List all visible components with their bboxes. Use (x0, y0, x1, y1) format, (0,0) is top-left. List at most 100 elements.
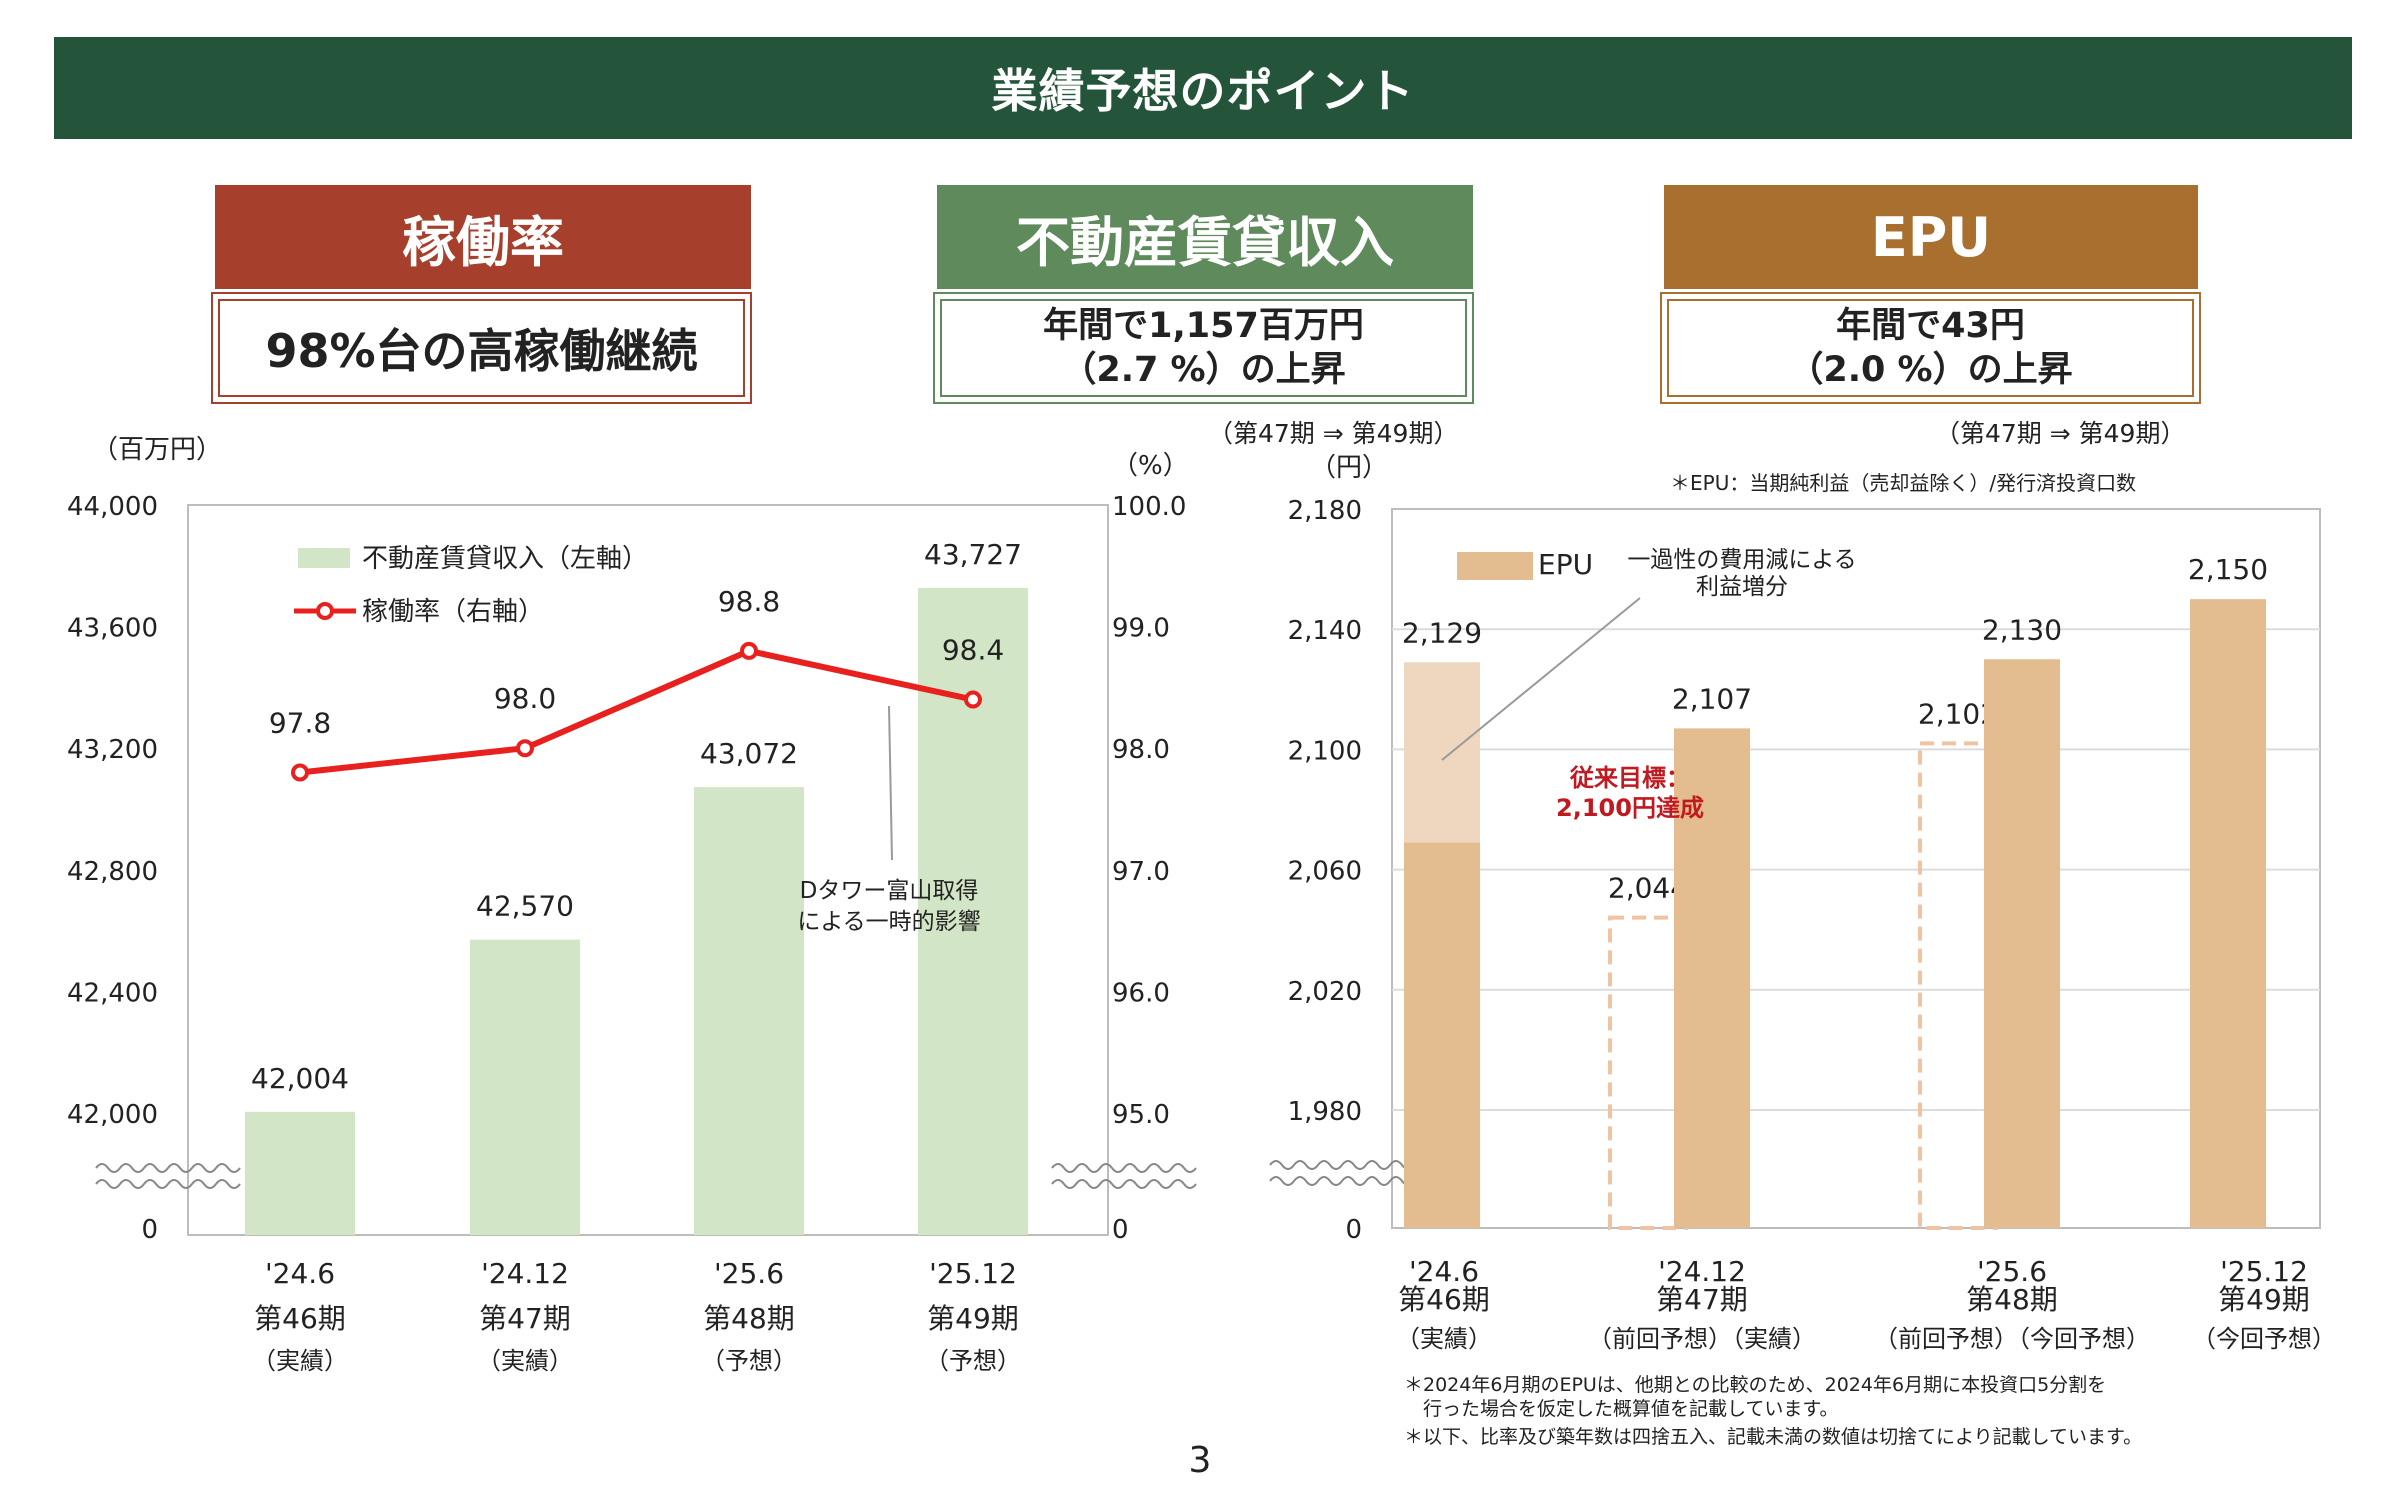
summary-line: 年間で1,157百万円 (1043, 306, 1364, 346)
x-period-label: 第47期 (479, 1302, 571, 1335)
x-note-label: （前回予想）（実績） (1588, 1325, 1816, 1353)
bar-rental-income (470, 939, 580, 1235)
line-marker (740, 641, 758, 660)
card-summary-occupancy: 98%台の高稼働継続 (211, 292, 752, 404)
summary-line: （2.0 %）の上昇 (1788, 350, 2073, 390)
x-category-label: '25.12 (929, 1257, 1017, 1290)
annotation-text: による一時的影響 (797, 909, 980, 935)
x-period-label: 第46期 (254, 1302, 346, 1335)
line-data-label: 98.4 (942, 634, 1004, 667)
line-data-label: 98.8 (718, 585, 780, 618)
line-data-label: 98.0 (494, 682, 556, 715)
card-summary-epu: 年間で43円 （2.0 %）の上昇 (1660, 292, 2201, 404)
bar-data-label: 42,570 (476, 890, 574, 923)
y-tick-label: 0 (141, 1215, 158, 1245)
y2-tick-label: 0 (1112, 1215, 1129, 1245)
y-tick-label: 44,000 (67, 492, 158, 522)
chart-rental-occupancy: 0 42,000 42,400 42,800 43,200 43,600 44,000 0 95… (67, 435, 1197, 1375)
x-note-label: （予想） (701, 1347, 797, 1375)
y2-tick-label: 100.0 (1112, 492, 1186, 522)
card-header-label: 不動産賃貸収入 (1016, 210, 1394, 274)
y-tick-label: 2,140 (1288, 616, 1362, 646)
plot-area-frame (187, 504, 1109, 1236)
card-summary-rental-income: 年間で1,157百万円 （2.7 %）の上昇 (933, 292, 1474, 404)
axis-break-left (95, 1163, 241, 1173)
x-category-label: '25.12 (2220, 1255, 2308, 1288)
x-note-label: （実績） (252, 1347, 348, 1375)
y-tick-label: 43,200 (67, 735, 158, 765)
y-tick-label: 43,600 (67, 614, 158, 644)
target-text: 従来目標： (1569, 764, 1690, 792)
legend-swatch-bar (298, 548, 350, 568)
bar-data-label: 42,004 (251, 1062, 349, 1095)
page-number: 3 (1188, 1440, 1212, 1481)
callout-leader-line (1441, 597, 1641, 761)
legend-label-line: 稼働率（右軸） (362, 597, 544, 627)
callout-text: 一過性の費用減による (1627, 547, 1856, 573)
y2-tick-label: 95.0 (1112, 1100, 1170, 1130)
bar-epu (1984, 659, 2060, 1228)
bar-data-label: 2,107 (1672, 682, 1752, 715)
y-tick-label: 42,800 (67, 857, 158, 887)
axis-break-left (1269, 1160, 1415, 1170)
x-note-label: （予想） (925, 1347, 1021, 1375)
footnote-3: ＊以下、比率及び築年数は四捨五入、記載未満の数値は切捨てにより記載しています。 (1404, 1426, 2143, 1448)
legend-label-bar: 不動産賃貸収入（左軸） (362, 544, 648, 574)
y-tick-label: 2,060 (1288, 857, 1362, 887)
axis-break-right (1051, 1179, 1197, 1189)
definition-note: ＊EPU：当期純利益（売却益除く）/発行済投資口数 (1670, 471, 2136, 495)
annotation-leader-line (888, 705, 893, 861)
legend-label-epu: EPU (1538, 548, 1593, 581)
card-header-rental-income: 不動産賃貸収入 (937, 185, 1473, 289)
summary-line: （2.7 %）の上昇 (1061, 350, 1346, 390)
y-tick-label: 1,980 (1288, 1097, 1362, 1127)
bar-data-label: 43,072 (700, 737, 798, 770)
footnote-2: 行った場合を仮定した概算値を記載しています。 (1404, 1398, 1839, 1420)
bar-epu-one-off-portion (1404, 662, 1480, 843)
x-note-label: （実績） (477, 1347, 573, 1375)
card-header-occupancy: 稼働率 (215, 185, 751, 289)
legend-swatch-marker (316, 602, 334, 620)
x-note-label: （前回予想）（今回予想） (1874, 1325, 2150, 1353)
x-period-label: 第46期 (1398, 1283, 1490, 1316)
bar-data-label: 2,130 (1982, 613, 2062, 646)
bar-data-label: 2,150 (2188, 553, 2268, 586)
card-header-epu: EPU (1664, 185, 2198, 289)
y-tick-label: 42,400 (67, 978, 158, 1008)
bar-epu (1674, 728, 1750, 1228)
bar-rental-income (245, 1111, 355, 1235)
bar-rental-income (694, 787, 804, 1235)
line-marker (291, 763, 309, 782)
line-marker (516, 739, 534, 758)
x-category-label: '24.12 (1658, 1255, 1746, 1288)
summary-line: 98%台の高稼働継続 (265, 324, 698, 378)
page-banner: 業績予想のポイント (54, 37, 2352, 139)
y-tick-label: 2,180 (1288, 496, 1362, 526)
plot-area-frame (1391, 508, 2321, 1229)
x-category-label: '25.6 (714, 1257, 784, 1290)
y2-tick-label: 98.0 (1112, 735, 1170, 765)
bar-epu-base (1404, 842, 1480, 1228)
axis-break-left (95, 1179, 241, 1189)
card-header-label: EPU (1870, 205, 1992, 269)
y2-tick-label: 96.0 (1112, 978, 1170, 1008)
x-note-label: （実績） (1396, 1325, 1492, 1353)
annotation-text: Dタワー富山取得 (800, 878, 979, 904)
y-axis-unit: （百万円） (92, 435, 222, 465)
y-tick-label: 2,020 (1288, 977, 1362, 1007)
axis-break-right (1051, 1163, 1197, 1173)
x-category-label: '24.12 (481, 1257, 569, 1290)
x-note-label: （今回予想） (2192, 1325, 2336, 1353)
period-note-rental: （第47期 ⇒ 第49期） (1208, 419, 1459, 448)
x-category-label: '24.6 (265, 1257, 335, 1290)
y-tick-label: 0 (1345, 1215, 1362, 1245)
x-category-label: '25.6 (1977, 1255, 2047, 1288)
axis-break-left (1269, 1176, 1415, 1186)
bar-data-label: 2,129 (1402, 616, 1482, 649)
x-period-label: 第47期 (1656, 1283, 1748, 1316)
x-period-label: 第49期 (2218, 1283, 2310, 1316)
card-header-label: 稼働率 (402, 210, 564, 274)
banner-title: 業績予想のポイント (991, 64, 1415, 118)
summary-line: 年間で43円 (1836, 306, 2025, 346)
line-occupancy (299, 647, 974, 776)
